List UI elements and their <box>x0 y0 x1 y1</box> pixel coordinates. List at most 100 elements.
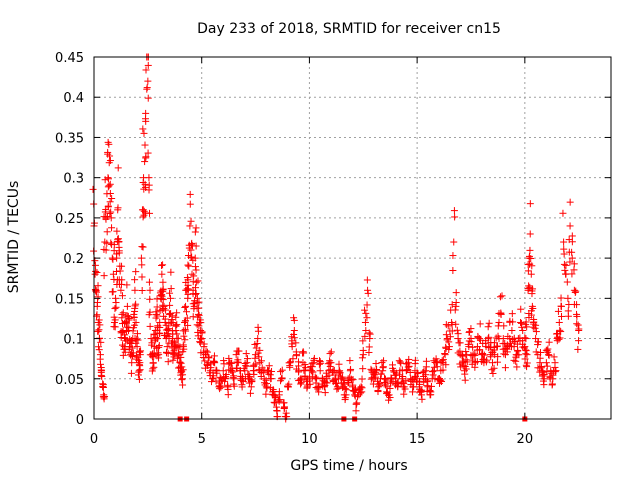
data-point <box>327 348 335 356</box>
x-tick-label: 10 <box>301 432 318 447</box>
data-point <box>187 217 195 225</box>
data-point <box>180 318 188 326</box>
data-point <box>484 335 492 343</box>
data-point <box>201 357 209 365</box>
data-point <box>476 320 484 328</box>
data-point <box>556 326 564 334</box>
data-point <box>91 261 99 269</box>
data-point <box>526 230 534 238</box>
data-point <box>380 357 388 365</box>
data-point <box>184 261 192 269</box>
data-point <box>202 347 210 355</box>
data-point <box>159 296 167 304</box>
data-point <box>158 270 166 278</box>
data-point <box>545 338 553 346</box>
data-point <box>501 364 509 372</box>
y-axis-title: SRMTID / TECUs <box>6 181 22 294</box>
data-point <box>522 335 530 343</box>
data-point <box>173 321 181 329</box>
data-point <box>365 329 373 337</box>
data-point <box>253 340 261 348</box>
data-point <box>438 357 446 365</box>
data-point <box>131 302 139 310</box>
data-point <box>252 360 260 368</box>
data-point <box>276 396 284 404</box>
chart-title: Day 233 of 2018, SRMTID for receiver cn1… <box>197 21 501 37</box>
data-point <box>531 324 539 332</box>
data-point <box>106 180 114 188</box>
data-point <box>562 270 570 278</box>
data-point <box>496 293 504 301</box>
data-point <box>238 383 246 391</box>
data-point <box>277 368 285 376</box>
data-point <box>135 375 143 383</box>
data-point <box>167 285 175 293</box>
data-point <box>145 174 153 182</box>
data-point <box>178 368 186 376</box>
data-point <box>132 318 140 326</box>
data-point <box>188 270 196 278</box>
data-point <box>566 258 574 266</box>
data-point <box>243 362 251 370</box>
data-point <box>396 371 404 379</box>
data-point <box>445 343 453 351</box>
data-point <box>506 339 514 347</box>
data-point <box>104 175 112 183</box>
data-point <box>146 209 154 217</box>
data-point <box>103 228 111 236</box>
data-point <box>114 164 122 172</box>
data-point <box>210 358 218 366</box>
data-point <box>522 318 530 326</box>
data-point <box>347 365 355 373</box>
data-point <box>364 289 372 297</box>
data-point <box>361 318 369 326</box>
data-point <box>95 326 103 334</box>
data-point <box>92 267 100 275</box>
data-point <box>335 368 343 376</box>
data-point <box>336 369 344 377</box>
data-point <box>192 278 200 286</box>
data-point <box>476 335 484 343</box>
data-point <box>484 323 492 331</box>
data-point <box>290 327 298 335</box>
data-point <box>534 338 542 346</box>
data-point <box>379 364 387 372</box>
data-point <box>429 371 437 379</box>
data-points <box>89 53 583 423</box>
data-point <box>159 278 167 286</box>
data-point <box>568 248 576 256</box>
data-point <box>182 302 190 310</box>
data-point <box>442 361 450 369</box>
data-point <box>163 343 171 351</box>
data-point <box>540 381 548 389</box>
data-point <box>454 330 462 338</box>
data-point <box>450 238 458 246</box>
data-point <box>195 304 203 312</box>
data-point <box>280 405 288 413</box>
data-point <box>479 349 487 357</box>
data-point <box>111 305 119 313</box>
data-point <box>333 385 341 393</box>
data-point <box>551 368 559 376</box>
data-point <box>449 252 457 260</box>
data-point <box>200 340 208 348</box>
data-point <box>155 343 163 351</box>
data-point <box>155 329 163 337</box>
data-point <box>451 306 459 314</box>
y-tick-label: 0.05 <box>55 373 84 388</box>
data-point <box>527 255 535 263</box>
data-point <box>445 338 453 346</box>
data-point <box>532 328 540 336</box>
data-point <box>334 385 342 393</box>
data-point <box>142 117 150 125</box>
data-point <box>212 366 220 374</box>
data-point <box>138 243 146 251</box>
data-point <box>312 379 320 387</box>
data-point <box>267 375 275 383</box>
data-point <box>308 367 316 375</box>
data-point <box>154 335 162 343</box>
data-point <box>422 371 430 379</box>
data-point <box>217 383 225 391</box>
y-tick-label: 0.1 <box>63 333 84 348</box>
data-point <box>515 351 523 359</box>
